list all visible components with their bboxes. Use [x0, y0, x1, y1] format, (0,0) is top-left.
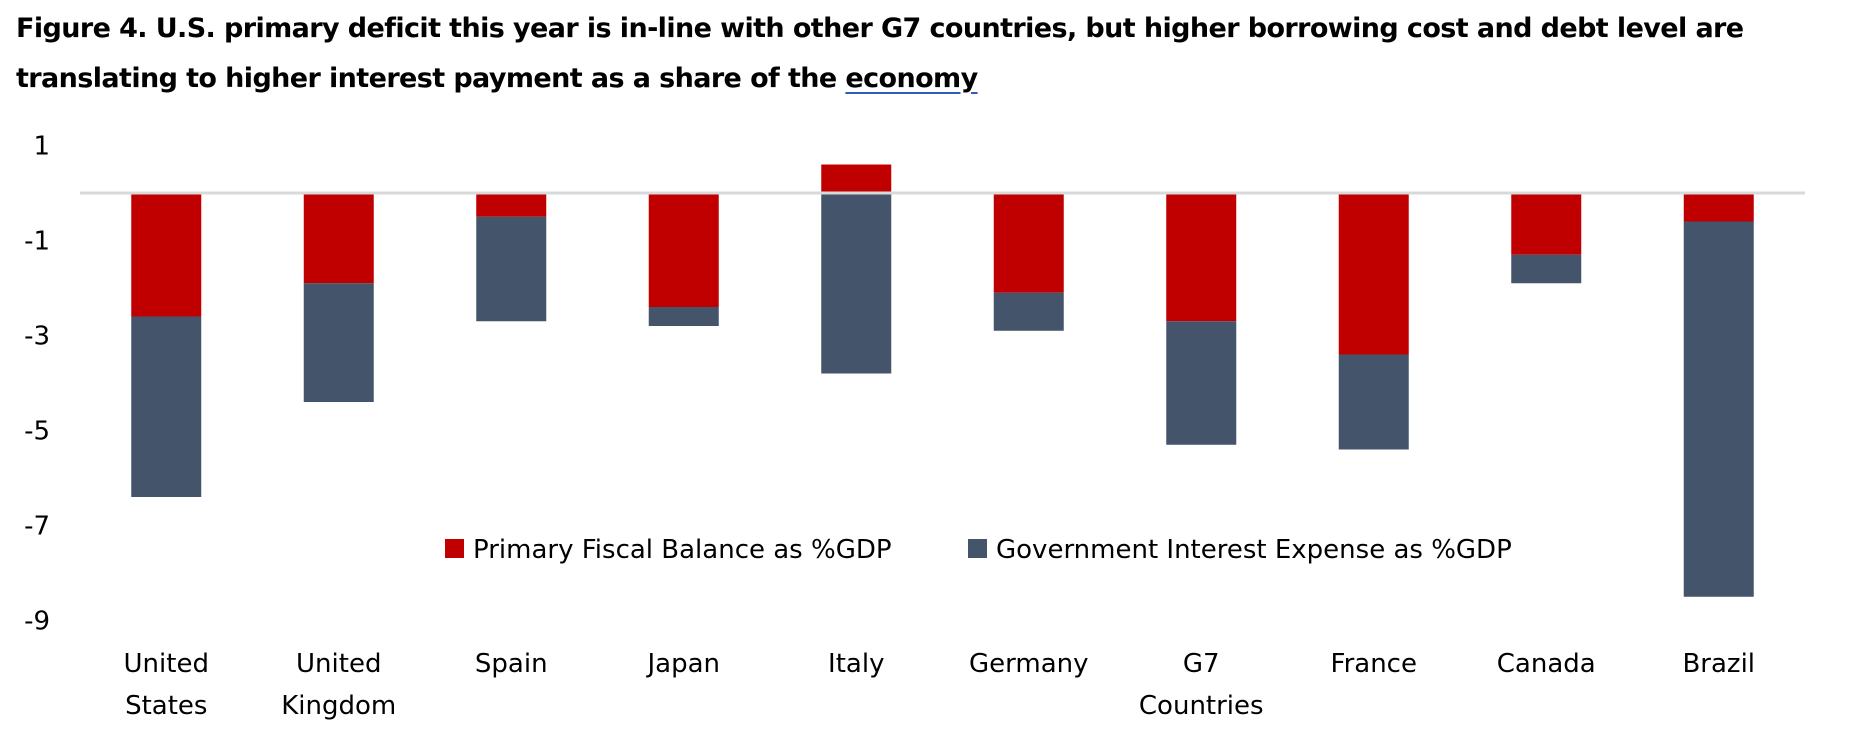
- y-tick-label: 1: [33, 132, 50, 162]
- legend-swatch: [445, 539, 464, 558]
- bar-primary-balance: [993, 193, 1064, 293]
- bar-interest-expense: [303, 283, 374, 402]
- x-tick-label-line: States: [125, 691, 207, 721]
- bar-interest-expense: [993, 292, 1064, 331]
- bar-primary-balance: [1511, 193, 1582, 255]
- bars: [131, 164, 1754, 597]
- legend: Primary Fiscal Balance as %GDP Government…: [445, 535, 1512, 565]
- x-tick-label: Brazil: [1682, 649, 1755, 679]
- y-tick-label: -5: [24, 417, 50, 447]
- bar-interest-expense: [476, 216, 547, 322]
- x-tick-label-line: Kingdom: [281, 691, 396, 721]
- bar-interest-expense: [1683, 221, 1754, 597]
- x-tick-label-line: Japan: [645, 649, 720, 679]
- bar-interest-expense: [131, 316, 202, 497]
- bar-primary-balance: [476, 193, 547, 217]
- x-tick-label: Canada: [1497, 649, 1596, 679]
- y-axis: 1 -1 -3 -5 -7 -9: [24, 132, 50, 637]
- x-tick-label: Italy: [828, 649, 884, 679]
- x-tick-label: United Kingdom: [281, 649, 396, 721]
- bar-interest-expense: [821, 193, 892, 374]
- legend-label: Primary Fiscal Balance as %GDP: [473, 535, 892, 565]
- x-tick-label-line: France: [1331, 649, 1417, 679]
- x-tick-label: Germany: [969, 649, 1089, 679]
- x-tick-label-line: Countries: [1139, 691, 1264, 721]
- x-tick-label: France: [1331, 649, 1417, 679]
- x-tick-label-line: United: [124, 649, 209, 679]
- bar-primary-balance: [131, 193, 202, 317]
- legend-swatch: [968, 539, 987, 558]
- x-tick-label-line: Canada: [1497, 649, 1596, 679]
- x-tick-label-line: United: [296, 649, 381, 679]
- x-tick-label-line: Spain: [475, 649, 548, 679]
- y-tick-label: -9: [24, 607, 50, 637]
- x-tick-label-line: G7: [1183, 649, 1220, 679]
- chart-title-link-word: economy: [845, 63, 978, 94]
- x-tick-label: Spain: [475, 649, 548, 679]
- y-tick-label: -3: [24, 322, 50, 352]
- bar-primary-balance: [1166, 193, 1237, 322]
- bar-interest-expense: [648, 307, 719, 326]
- bar-primary-balance: [821, 164, 892, 193]
- bar-interest-expense: [1166, 321, 1237, 445]
- x-tick-label-line: Brazil: [1682, 649, 1755, 679]
- x-tick-label-line: Italy: [828, 649, 884, 679]
- bar-primary-balance: [1338, 193, 1409, 355]
- legend-label: Government Interest Expense as %GDP: [996, 535, 1512, 565]
- x-tick-label: United States: [124, 649, 209, 721]
- x-axis-labels: United States United Kingdom Spain Japan Italy…: [124, 649, 1756, 721]
- bar-primary-balance: [303, 193, 374, 284]
- bar-primary-balance: [1683, 193, 1754, 222]
- chart-title: Figure 4. U.S. primary deficit this year…: [16, 4, 1866, 104]
- y-tick-label: -7: [24, 512, 50, 542]
- x-tick-label: Japan: [645, 649, 720, 679]
- bar-primary-balance: [648, 193, 719, 307]
- bar-interest-expense: [1511, 254, 1582, 284]
- x-tick-label-line: Germany: [969, 649, 1089, 679]
- y-tick-label: -1: [24, 227, 50, 257]
- x-tick-label: G7 Countries: [1139, 649, 1264, 721]
- bar-interest-expense: [1338, 354, 1409, 450]
- chart-title-text: Figure 4. U.S. primary deficit this year…: [16, 13, 1744, 94]
